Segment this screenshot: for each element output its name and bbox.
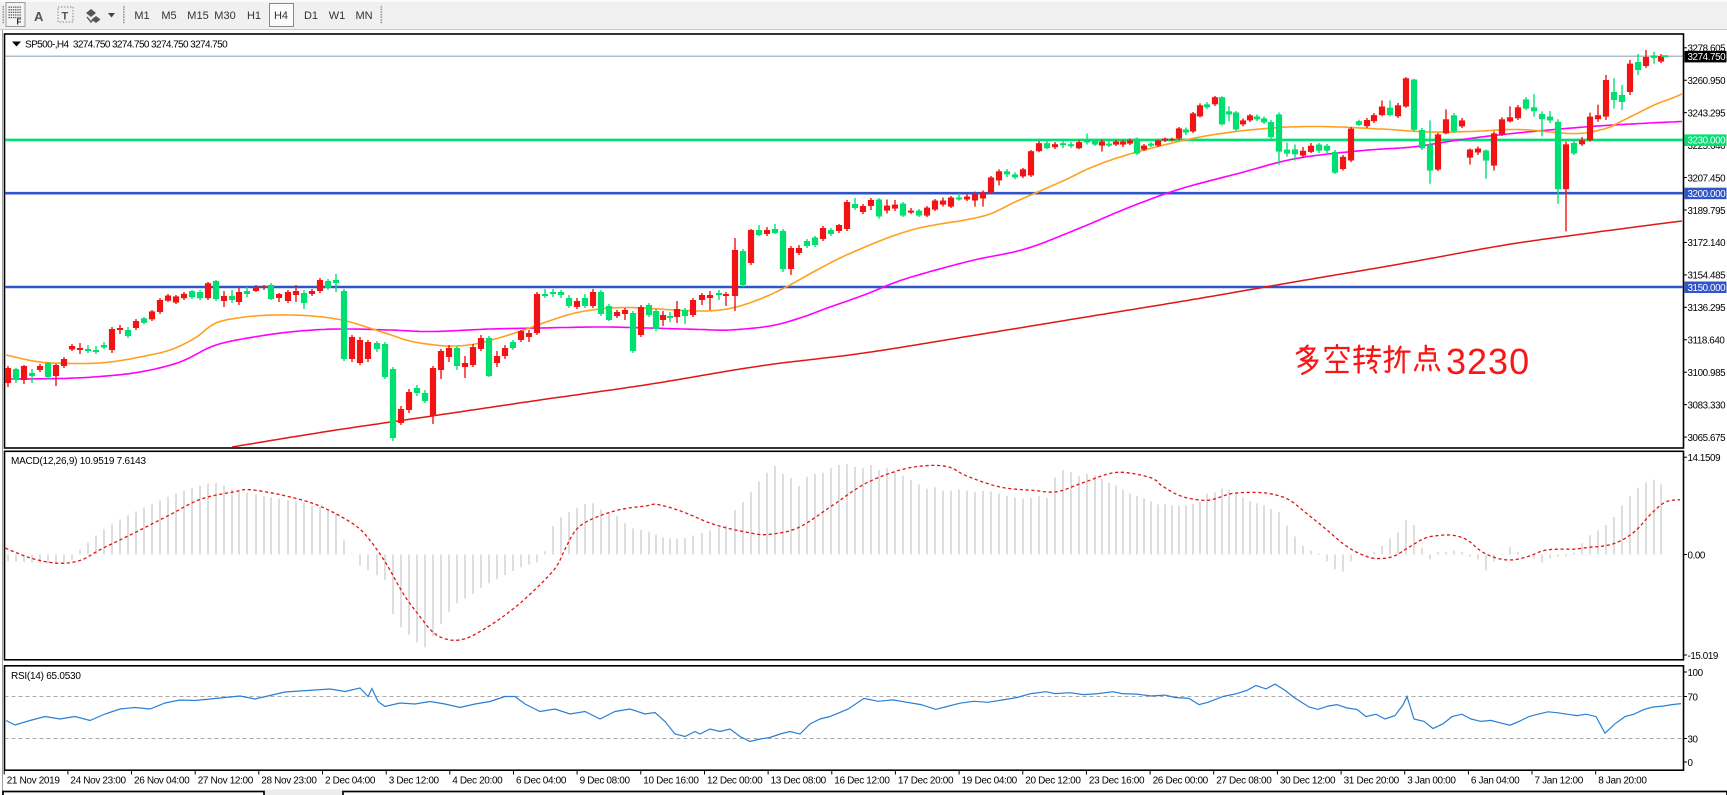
svg-text:9 Dec 08:00: 9 Dec 08:00 bbox=[580, 776, 631, 787]
svg-text:SP500-,H4 3274.750 3274.750 3: SP500-,H4 3274.750 3274.750 3274.750 327… bbox=[25, 40, 228, 51]
svg-text:T: T bbox=[62, 11, 69, 23]
svg-text:23 Dec 16:00: 23 Dec 16:00 bbox=[1089, 776, 1145, 787]
svg-text:3225.640: 3225.640 bbox=[1688, 141, 1727, 152]
svg-text:3260.950: 3260.950 bbox=[1688, 76, 1727, 87]
svg-text:3230: 3230 bbox=[1446, 341, 1530, 382]
svg-text:3 Dec 12:00: 3 Dec 12:00 bbox=[389, 776, 440, 787]
svg-text:0: 0 bbox=[1688, 758, 1694, 769]
svg-text:3172.140: 3172.140 bbox=[1688, 238, 1727, 249]
svg-text:3 Jan 00:00: 3 Jan 00:00 bbox=[1407, 776, 1456, 787]
svg-text:12 Dec 00:00: 12 Dec 00:00 bbox=[707, 776, 763, 787]
svg-text:MACD(12,26,9) 10.9519 7.6143: MACD(12,26,9) 10.9519 7.6143 bbox=[11, 456, 146, 467]
svg-text:M5: M5 bbox=[161, 10, 176, 22]
svg-text:3230.000: 3230.000 bbox=[1688, 136, 1727, 147]
svg-text:14.1509: 14.1509 bbox=[1688, 453, 1721, 464]
svg-text:MN: MN bbox=[355, 10, 372, 22]
svg-text:21 Nov 2019: 21 Nov 2019 bbox=[7, 776, 61, 787]
svg-text:2 Dec 04:00: 2 Dec 04:00 bbox=[325, 776, 376, 787]
svg-text:3065.675: 3065.675 bbox=[1688, 433, 1727, 444]
svg-text:A: A bbox=[34, 9, 44, 24]
svg-text:10 Dec 16:00: 10 Dec 16:00 bbox=[643, 776, 699, 787]
svg-text:6 Jan 04:00: 6 Jan 04:00 bbox=[1471, 776, 1520, 787]
svg-text:0.00: 0.00 bbox=[1688, 550, 1706, 561]
svg-text:D1: D1 bbox=[304, 10, 318, 22]
svg-text:30 Dec 12:00: 30 Dec 12:00 bbox=[1280, 776, 1336, 787]
svg-text:7 Jan 12:00: 7 Jan 12:00 bbox=[1535, 776, 1584, 787]
svg-text:H4: H4 bbox=[274, 10, 288, 22]
svg-text:RSI(14) 65.0530: RSI(14) 65.0530 bbox=[11, 671, 81, 682]
svg-text:4 Dec 20:00: 4 Dec 20:00 bbox=[452, 776, 503, 787]
svg-text:3118.640: 3118.640 bbox=[1688, 336, 1726, 347]
svg-text:3083.330: 3083.330 bbox=[1688, 400, 1727, 411]
svg-text:M1: M1 bbox=[134, 10, 149, 22]
svg-text:31 Dec 20:00: 31 Dec 20:00 bbox=[1344, 776, 1400, 787]
svg-text:H1: H1 bbox=[247, 10, 261, 22]
svg-text:3154.485: 3154.485 bbox=[1688, 271, 1727, 282]
svg-text:-15.019: -15.019 bbox=[1688, 651, 1718, 662]
svg-text:8 Jan 20:00: 8 Jan 20:00 bbox=[1598, 776, 1647, 787]
svg-text:27 Nov 12:00: 27 Nov 12:00 bbox=[198, 776, 254, 787]
svg-text:26 Dec 00:00: 26 Dec 00:00 bbox=[1153, 776, 1209, 787]
svg-text:17 Dec 20:00: 17 Dec 20:00 bbox=[898, 776, 954, 787]
svg-text:16 Dec 12:00: 16 Dec 12:00 bbox=[834, 776, 890, 787]
svg-text:20 Dec 12:00: 20 Dec 12:00 bbox=[1025, 776, 1081, 787]
svg-text:3150.000: 3150.000 bbox=[1688, 283, 1727, 294]
svg-text:27 Dec 08:00: 27 Dec 08:00 bbox=[1216, 776, 1272, 787]
svg-text:26 Nov 04:00: 26 Nov 04:00 bbox=[134, 776, 190, 787]
svg-text:3136.295: 3136.295 bbox=[1688, 303, 1727, 314]
svg-text:M30: M30 bbox=[214, 10, 235, 22]
svg-text:3189.795: 3189.795 bbox=[1688, 206, 1727, 217]
svg-text:3243.295: 3243.295 bbox=[1688, 108, 1727, 119]
svg-text:3200.000: 3200.000 bbox=[1688, 189, 1727, 200]
svg-text:28 Nov 23:00: 28 Nov 23:00 bbox=[261, 776, 317, 787]
svg-text:30: 30 bbox=[1688, 734, 1699, 745]
svg-text:19 Dec 04:00: 19 Dec 04:00 bbox=[962, 776, 1018, 787]
svg-text:13 Dec 08:00: 13 Dec 08:00 bbox=[771, 776, 827, 787]
svg-text:F: F bbox=[17, 18, 22, 27]
svg-text:3100.985: 3100.985 bbox=[1688, 368, 1727, 379]
svg-text:100: 100 bbox=[1688, 668, 1704, 679]
svg-text:6 Dec 04:00: 6 Dec 04:00 bbox=[516, 776, 567, 787]
svg-text:24 Nov 23:00: 24 Nov 23:00 bbox=[70, 776, 126, 787]
svg-text:3278.605: 3278.605 bbox=[1688, 44, 1727, 55]
svg-text:M15: M15 bbox=[187, 10, 208, 22]
svg-text:70: 70 bbox=[1688, 692, 1699, 703]
svg-text:W1: W1 bbox=[329, 10, 346, 22]
svg-text:3207.450: 3207.450 bbox=[1688, 173, 1727, 184]
svg-text:3274.750: 3274.750 bbox=[1688, 52, 1727, 63]
